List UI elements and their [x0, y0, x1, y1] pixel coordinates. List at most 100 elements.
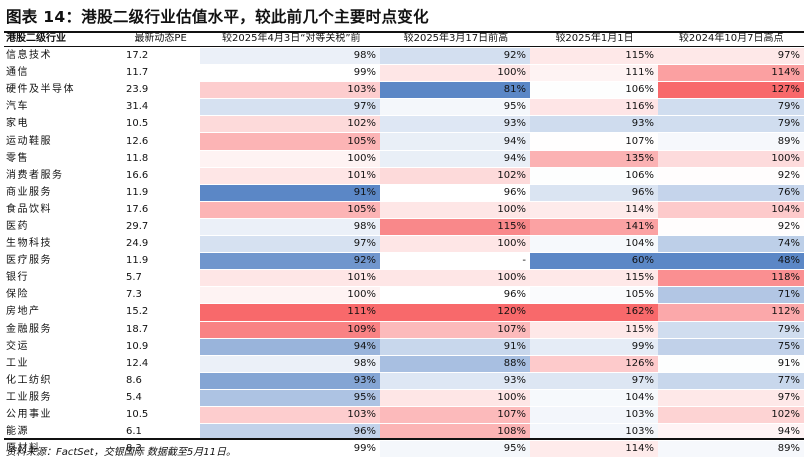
- vs-oct-high-cell: 71%: [658, 286, 804, 305]
- industry-name: 工业服务: [4, 389, 118, 407]
- pe-value: 29.7: [118, 218, 200, 237]
- table-row: 信息技术 17.2 98% 92% 115% 97%: [4, 48, 804, 66]
- vs-oct-high-cell: 97%: [658, 48, 804, 66]
- vs-tariff-cell: 98%: [200, 218, 380, 237]
- vs-jan-cell: 141%: [530, 218, 658, 237]
- vs-oct-high-cell: 100%: [658, 150, 804, 168]
- vs-tariff-cell: 100%: [200, 286, 380, 305]
- industry-name: 金融服务: [4, 321, 118, 339]
- vs-tariff-cell: 105%: [200, 132, 380, 151]
- pe-value: 10.5: [118, 406, 200, 425]
- vs-oct-high-cell: 89%: [658, 132, 804, 151]
- vs-march-high-cell: 92%: [380, 48, 530, 66]
- vs-tariff-cell: 101%: [200, 167, 380, 185]
- pe-value: 7.3: [118, 286, 200, 305]
- vs-jan-cell: 99%: [530, 338, 658, 356]
- vs-oct-high-cell: 79%: [658, 98, 804, 117]
- vs-tariff-cell: 95%: [200, 389, 380, 407]
- table-row: 商业服务 11.9 91% 96% 96% 76%: [4, 184, 804, 202]
- bottom-rule: [4, 438, 804, 440]
- vs-march-high-cell: 107%: [380, 406, 530, 425]
- vs-march-high-cell: 96%: [380, 184, 530, 202]
- vs-jan-cell: 162%: [530, 303, 658, 322]
- table-row: 消费者服务 16.6 101% 102% 106% 92%: [4, 167, 804, 185]
- industry-name: 医药: [4, 218, 118, 237]
- industry-name: 工业: [4, 355, 118, 373]
- vs-jan-cell: 103%: [530, 406, 658, 425]
- table-row: 汽车 31.4 97% 95% 116% 79%: [4, 98, 804, 117]
- pe-value: 11.9: [118, 184, 200, 202]
- pe-value: 16.6: [118, 167, 200, 185]
- vs-tariff-cell: 103%: [200, 81, 380, 100]
- vs-oct-high-cell: 92%: [658, 218, 804, 237]
- table-row: 食品饮料 17.6 105% 100% 114% 104%: [4, 201, 804, 219]
- vs-jan-cell: 106%: [530, 167, 658, 185]
- industry-name: 化工纺织: [4, 372, 118, 390]
- table-body: 信息技术 17.2 98% 92% 115% 97% 通信 11.7 99% 100% 111% 11…: [4, 48, 804, 459]
- vs-oct-high-cell: 48%: [658, 252, 804, 271]
- vs-march-high-cell: 88%: [380, 355, 530, 373]
- vs-tariff-cell: 92%: [200, 252, 380, 271]
- column-header-vs-tariff: 较2025年4月3日“对等关税”前: [222, 33, 361, 44]
- vs-oct-high-cell: 114%: [658, 64, 804, 83]
- table-row: 工业服务 5.4 95% 100% 104% 97%: [4, 389, 804, 407]
- table-row: 原材料 8.3 99% 95% 114% 89%: [4, 440, 804, 459]
- column-header-vs-march-high: 较2025年3月17日前高: [403, 33, 509, 44]
- table-row: 交运 10.9 94% 91% 99% 75%: [4, 338, 804, 356]
- industry-name: 生物科技: [4, 235, 118, 254]
- vs-tariff-cell: 93%: [200, 372, 380, 390]
- table-row: 医药 29.7 98% 115% 141% 92%: [4, 218, 804, 237]
- vs-oct-high-cell: 79%: [658, 115, 804, 134]
- vs-oct-high-cell: 79%: [658, 321, 804, 339]
- vs-oct-high-cell: 127%: [658, 81, 804, 100]
- industry-name: 医疗服务: [4, 252, 118, 271]
- vs-jan-cell: 114%: [530, 201, 658, 219]
- pe-value: 11.9: [118, 252, 200, 271]
- pe-value: 10.9: [118, 338, 200, 356]
- vs-march-high-cell: 93%: [380, 115, 530, 134]
- pe-value: 17.2: [118, 48, 200, 66]
- pe-value: 12.6: [118, 132, 200, 151]
- vs-oct-high-cell: 94%: [658, 423, 804, 442]
- vs-oct-high-cell: 104%: [658, 201, 804, 219]
- table-row: 公用事业 10.5 103% 107% 103% 102%: [4, 406, 804, 425]
- vs-jan-cell: 106%: [530, 81, 658, 100]
- pe-value: 6.1: [118, 423, 200, 442]
- industry-name: 硬件及半导体: [4, 81, 118, 100]
- industry-name: 信息技术: [4, 48, 118, 66]
- table-row: 硬件及半导体 23.9 103% 81% 106% 127%: [4, 81, 804, 100]
- vs-tariff-cell: 99%: [200, 64, 380, 83]
- valuation-table: 信息技术 17.2 98% 92% 115% 97% 通信 11.7 99% 100% 111% 11…: [4, 48, 804, 459]
- vs-march-high-cell: 94%: [380, 132, 530, 151]
- vs-march-high-cell: 115%: [380, 218, 530, 237]
- vs-jan-cell: 116%: [530, 98, 658, 117]
- vs-tariff-cell: 94%: [200, 338, 380, 356]
- pe-value: 11.7: [118, 64, 200, 83]
- vs-march-high-cell: 100%: [380, 64, 530, 83]
- industry-name: 零售: [4, 150, 118, 168]
- vs-march-high-cell: 91%: [380, 338, 530, 356]
- pe-value: 31.4: [118, 98, 200, 117]
- table-header: 港股二级行业 最新动态PE 较2025年4月3日“对等关税”前 较2025年3月…: [4, 32, 804, 46]
- vs-jan-cell: 111%: [530, 64, 658, 83]
- source-note: 资料来源：FactSet，交银国际 数据截至5月11日。: [6, 447, 236, 458]
- vs-oct-high-cell: 74%: [658, 235, 804, 254]
- vs-march-high-cell: 107%: [380, 321, 530, 339]
- vs-march-high-cell: 93%: [380, 372, 530, 390]
- vs-tariff-cell: 96%: [200, 423, 380, 442]
- vs-tariff-cell: 102%: [200, 115, 380, 134]
- vs-oct-high-cell: 92%: [658, 167, 804, 185]
- industry-name: 商业服务: [4, 184, 118, 202]
- column-header-vs-oct-high: 较2024年10月7日高点: [678, 33, 784, 44]
- pe-value: 5.4: [118, 389, 200, 407]
- vs-march-high-cell: 95%: [380, 98, 530, 117]
- vs-oct-high-cell: 75%: [658, 338, 804, 356]
- vs-tariff-cell: 99%: [200, 440, 380, 459]
- industry-name: 汽车: [4, 98, 118, 117]
- vs-march-high-cell: 120%: [380, 303, 530, 322]
- table-row: 零售 11.8 100% 94% 135% 100%: [4, 150, 804, 168]
- vs-tariff-cell: 111%: [200, 303, 380, 322]
- table-row: 化工纺织 8.6 93% 93% 97% 77%: [4, 372, 804, 390]
- vs-jan-cell: 103%: [530, 423, 658, 442]
- vs-march-high-cell: 102%: [380, 167, 530, 185]
